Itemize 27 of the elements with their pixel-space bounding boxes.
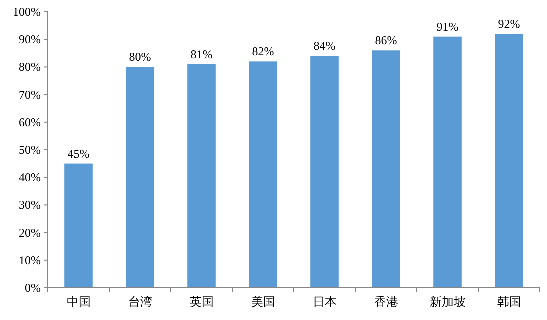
y-tick-label: 10%	[19, 253, 41, 268]
x-tick-label: 香港	[374, 295, 398, 309]
y-tick-label: 60%	[19, 115, 41, 130]
y-tick-label: 90%	[19, 32, 41, 47]
x-tick-label: 美国	[251, 295, 276, 309]
data-label: 80%	[129, 50, 152, 64]
x-tick-label: 台湾	[128, 295, 152, 309]
y-tick-label: 50%	[19, 143, 41, 157]
data-label: 45%	[68, 146, 90, 161]
data-label: 81%	[190, 47, 213, 62]
y-tick-label: 0%	[25, 281, 41, 295]
data-label: 84%	[314, 39, 336, 54]
data-label: 92%	[498, 17, 520, 32]
y-tick-label: 100%	[13, 5, 41, 19]
y-tick-label: 20%	[19, 226, 41, 240]
x-tick-label: 新加坡	[430, 295, 466, 309]
x-tick-label: 日本	[312, 295, 337, 309]
data-label: 82%	[252, 44, 274, 59]
data-label: 86%	[375, 34, 398, 48]
y-tick-label: 70%	[19, 88, 41, 102]
y-tick-label: 80%	[19, 60, 41, 74]
data-label: 91%	[436, 20, 459, 34]
x-tick-label: 韩国	[497, 295, 522, 309]
x-tick-label: 英国	[190, 295, 214, 309]
x-tick-label: 中国	[66, 295, 91, 309]
y-tick-label: 30%	[19, 198, 41, 212]
y-tick-label: 40%	[19, 170, 41, 185]
